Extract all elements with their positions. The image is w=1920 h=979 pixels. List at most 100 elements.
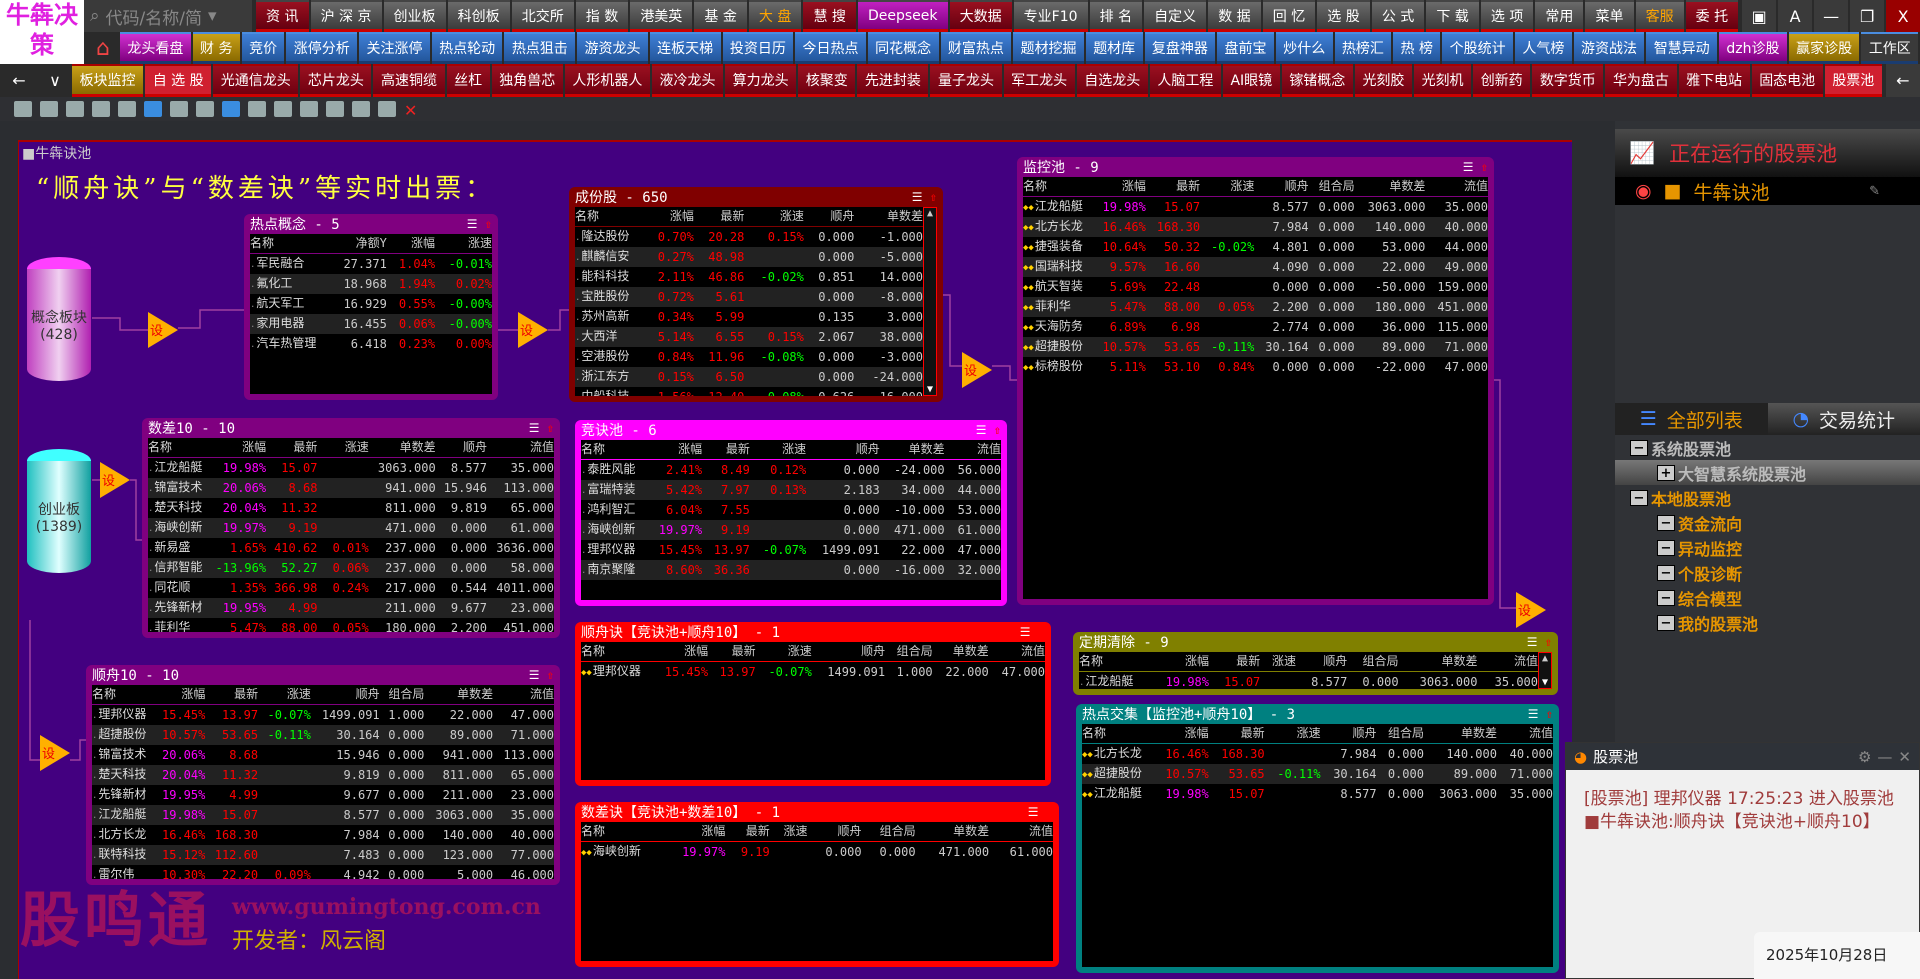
close-icon[interactable]: ✕: [1898, 747, 1911, 766]
panel-hot-intersection[interactable]: 热点交集【监控池+顺舟10】 - 3 ☰ ⇧ 名称 涨幅 最新 涨速 顺舟 组合局 单数差 流值 ◆…: [1076, 704, 1559, 973]
column-header[interactable]: 顺舟: [435, 438, 487, 458]
table-row[interactable]: .北方长龙 16.46% 168.30 7.984 0.000 140.000 40.000: [92, 825, 554, 845]
sector-button[interactable]: 板块监控: [72, 64, 144, 97]
table-row[interactable]: .雷尔伟 10.30% 22.20 0.09% 4.942 0.000 5.000 46.00…: [92, 865, 554, 880]
table-row[interactable]: .新易盛 1.65% 410.62 0.01% 237.000 0.000 3636.000: [148, 538, 554, 558]
column-header[interactable]: 涨速: [1260, 652, 1297, 672]
toolbar-button[interactable]: 科创板: [447, 0, 510, 32]
toolbar-button[interactable]: 菜单: [1585, 0, 1634, 32]
feature-button[interactable]: 连板天梯: [649, 32, 721, 64]
table-row[interactable]: ◆◆江龙船艇 19.98% 15.07 8.577 0.000 3063.000 35.00…: [1023, 196, 1488, 217]
table-row[interactable]: .大西洋 5.14% 6.55 0.15% 2.067 38.000: [575, 326, 923, 347]
feature-button[interactable]: 工作区: [1861, 32, 1919, 64]
column-header[interactable]: 名称: [581, 440, 646, 460]
table-row[interactable]: ◆◆捷强装备 10.64% 50.32 -0.02% 4.801 0.000 53.000 4…: [1023, 237, 1488, 257]
panel-shunzhoujue[interactable]: 顺舟诀【竞诀池+顺舟10】 - 1 ☰ ⇧ 名称 涨幅 最新 涨速 顺舟 组合局 单数差 流值 ◆◆…: [575, 622, 1051, 786]
column-header[interactable]: 最新: [1145, 177, 1201, 197]
column-header[interactable]: 最新: [1209, 652, 1261, 672]
search-input[interactable]: ⌕ 代码/名称/简 ▾: [84, 0, 252, 32]
sector-button[interactable]: 液冷龙头: [651, 64, 724, 97]
sector-button[interactable]: 丝杠: [446, 64, 490, 97]
running-pool-item[interactable]: ◉ ■ 牛犇诀池 ✎: [1615, 177, 1920, 205]
toolbar-button[interactable]: 下 载: [1426, 0, 1479, 32]
arrow-up-icon[interactable]: ⇧: [1480, 160, 1488, 174]
data-table[interactable]: 名称 涨幅 最新 涨速 顺舟 组合局 单数差 流值 ◆◆江龙船艇 19.98% 15.07 8.577…: [1023, 177, 1488, 599]
sector-button[interactable]: 自 选 股: [145, 64, 212, 97]
arrow-up-icon[interactable]: ⇧: [1544, 635, 1552, 649]
table-row[interactable]: .氟化工 18.968 1.94% 0.02%: [250, 273, 492, 294]
arrow-up-icon[interactable]: ⇧: [1037, 625, 1045, 639]
feature-button[interactable]: dzh诊股: [1719, 32, 1787, 64]
sector-button[interactable]: 数字货币: [1532, 64, 1604, 97]
trigger-setting[interactable]: 设: [40, 735, 70, 771]
column-header[interactable]: 涨幅: [1091, 177, 1146, 197]
close-icon[interactable]: X: [1886, 0, 1920, 32]
table-row[interactable]: ◆◆江龙船艇 19.98% 15.07 8.577 0.000 3063.000 35.00…: [1082, 784, 1553, 804]
feature-button[interactable]: 炒什么: [1275, 32, 1333, 64]
column-header[interactable]: 流值: [1477, 652, 1538, 672]
tree-node[interactable]: + 大智慧系统股票池: [1615, 460, 1920, 485]
table-row[interactable]: ◆◆理邦仪器 15.45% 13.97 -0.07% 1499.091 1.000 22.0…: [581, 661, 1045, 682]
menu-icon[interactable]: ☰: [911, 190, 930, 204]
tree-node[interactable]: − 系统股票池: [1615, 435, 1920, 460]
menu-icon[interactable]: ☰: [975, 423, 994, 437]
menu-icon[interactable]: ☰: [1019, 625, 1038, 639]
feature-button[interactable]: 题材挖掘: [1013, 32, 1084, 64]
chevron-down-icon[interactable]: ▾: [208, 6, 217, 26]
feature-button[interactable]: 涨停分析: [286, 32, 358, 64]
scroll-down-icon[interactable]: ▼: [926, 384, 934, 395]
panel-shunzhou10[interactable]: 顺舟10 - 10 ☰ ⇧ 名称 涨幅 最新 涨速 顺舟 组合局 单数差 流值 .理邦仪器 15.45…: [86, 665, 560, 885]
feature-button[interactable]: 盘前宝: [1217, 32, 1274, 64]
column-header[interactable]: 涨速: [1264, 724, 1321, 744]
chevron-down-icon[interactable]: ∨: [49, 71, 61, 90]
table-row[interactable]: .江龙船艇 19.98% 15.07 3063.000 8.577 35.000: [148, 457, 554, 478]
sector-button[interactable]: 芯片龙头: [300, 64, 372, 97]
feature-button[interactable]: 热点轮动: [431, 32, 503, 64]
feature-button[interactable]: 智慧异动: [1646, 32, 1718, 64]
feature-button[interactable]: 龙头看盘: [120, 32, 191, 64]
toolbar-button[interactable]: 创业板: [383, 0, 446, 32]
menu-icon[interactable]: ☰: [1526, 635, 1545, 649]
data-table[interactable]: 名称 涨幅 最新 涨速 顺舟 单数差 流值 .泰胜风能 2.41% 8.49 0.12% 0.000-…: [581, 440, 1001, 600]
table-row[interactable]: .鸿利智汇 6.04% 7.55 0.000 -10.000 53.000: [581, 500, 1001, 520]
column-header[interactable]: 最新: [693, 207, 745, 227]
table-row[interactable]: .家用电器 16.455 0.06% -0.00%: [250, 313, 492, 334]
sector-button[interactable]: 创新药: [1473, 64, 1531, 97]
menu-icon[interactable]: ☰: [1462, 160, 1481, 174]
table-row[interactable]: .苏州高新 0.34% 5.99 0.135 3.000: [575, 307, 923, 327]
tree-node[interactable]: − 综合模型: [1615, 585, 1920, 610]
minimize-icon[interactable]: —: [1877, 747, 1893, 766]
table-row[interactable]: ◆◆北方长龙 16.46% 168.30 7.984 0.000 140.000 40.00…: [1082, 743, 1553, 764]
column-header[interactable]: 涨速: [744, 207, 804, 227]
table-row[interactable]: .信邦智能 -13.96% 52.27 0.06% 237.000 0.000 58.000: [148, 557, 554, 578]
toolbar-button[interactable]: 排 名: [1089, 0, 1143, 32]
column-header[interactable]: 单数差: [1354, 177, 1426, 197]
toolbar-button[interactable]: 常用: [1535, 0, 1584, 32]
column-header[interactable]: 名称: [1023, 177, 1092, 197]
table-row[interactable]: .富瑞特装 5.42% 7.97 0.13% 2.183 34.000 44.000: [581, 479, 1001, 500]
column-header[interactable]: 顺舟: [1296, 652, 1348, 672]
table-row[interactable]: .南京聚隆 8.60% 36.36 0.000 -16.000 32.000: [581, 559, 1001, 580]
panel-constituents[interactable]: 成份股 - 650 ☰ ⇧ 名称 涨幅 最新 涨速 顺舟 单数差 .隆达股份 0.70% 20.28…: [569, 187, 943, 402]
table-row[interactable]: .超捷股份 10.57% 53.65 -0.11% 30.164 0.000 89.000 7…: [92, 724, 554, 745]
scroll-icon[interactable]: [352, 101, 370, 117]
window-icon[interactable]: [144, 101, 162, 117]
table-row[interactable]: .先锋新材 19.95% 4.99 211.000 9.677 23.000: [148, 597, 554, 618]
panel-shuchajue[interactable]: 数差诀【竞诀池+数差10】 - 1 ☰ ⇧ 名称 涨幅 最新 涨速 顺舟 组合局 单数差 流值 ◆◆…: [575, 802, 1059, 967]
tab-all-list[interactable]: ☰ 全部列表: [1615, 403, 1768, 435]
sector-button[interactable]: 量子龙头: [930, 64, 1002, 97]
feature-button[interactable]: 财 务: [192, 32, 240, 64]
search2-icon[interactable]: [326, 101, 344, 117]
toolbar-button[interactable]: 回 忆: [1262, 0, 1316, 32]
toolbar-button[interactable]: 资 讯: [256, 0, 309, 32]
scroll-up-icon[interactable]: ▲: [1541, 653, 1549, 664]
menu-icon[interactable]: ☰: [466, 217, 485, 231]
column-header[interactable]: 最新: [266, 438, 318, 458]
table-row[interactable]: ◆◆菲利华 5.47% 88.00 0.05% 2.200 0.000 180.000 451…: [1023, 296, 1488, 317]
column-header[interactable]: 单数差: [1398, 652, 1478, 672]
sector-button[interactable]: 光通信龙头: [213, 64, 299, 97]
tab-trade-stats[interactable]: ◔ 交易统计: [1767, 403, 1920, 435]
column-header[interactable]: 流值: [487, 438, 554, 458]
copy-icon[interactable]: [118, 101, 136, 117]
table-row[interactable]: ◆◆超捷股份 10.57% 53.65 -0.11% 30.164 0.000 89.000…: [1023, 336, 1488, 357]
